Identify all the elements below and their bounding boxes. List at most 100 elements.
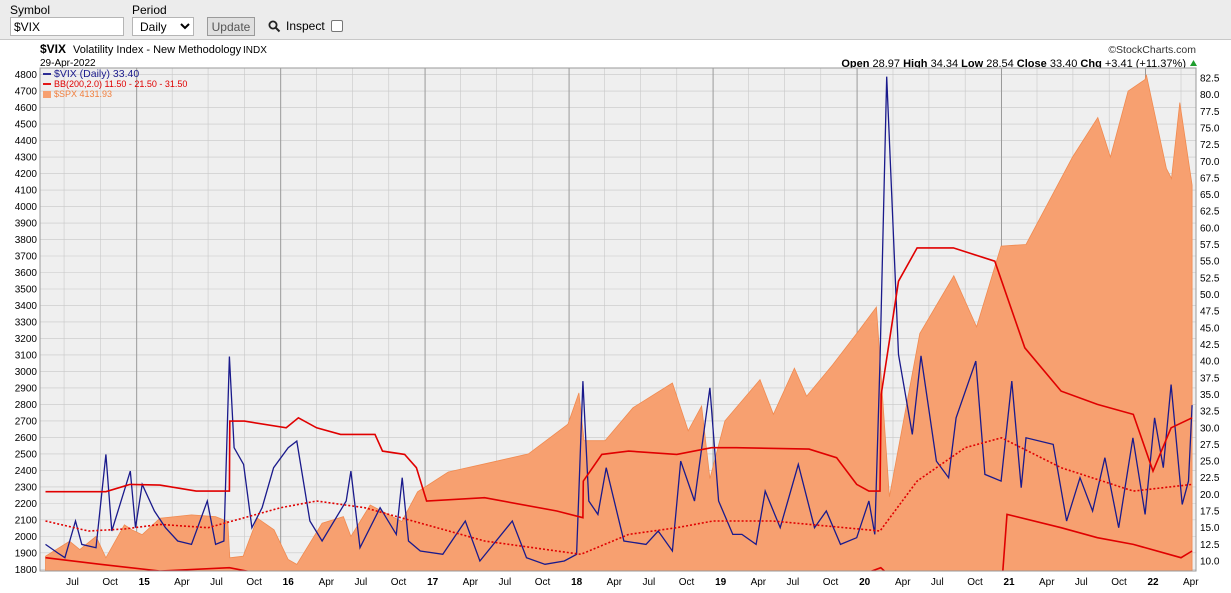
ohlc-label: Open xyxy=(841,58,872,70)
y-left-tick-label: 3000 xyxy=(15,367,38,378)
x-tick-label: Apr xyxy=(607,577,623,588)
x-tick-label: 15 xyxy=(139,577,151,588)
x-tick-label: Apr xyxy=(751,577,767,588)
x-tick-label: Apr xyxy=(1183,577,1199,588)
y-right-tick-label: 10.0 xyxy=(1200,557,1220,568)
symbol-input[interactable] xyxy=(10,17,124,36)
chart: $VIX Volatility Index - New Methodology … xyxy=(0,40,1231,593)
series-layer xyxy=(45,74,1193,571)
y-left-tick-label: 2900 xyxy=(15,383,38,394)
plot-border xyxy=(39,67,1197,572)
x-tick-label: 20 xyxy=(859,577,871,588)
y-left-tick-label: 3700 xyxy=(15,252,38,263)
y-left-tick-label: 2100 xyxy=(15,515,38,526)
header-date: 29-Apr-2022 xyxy=(40,58,96,69)
y-right-tick-label: 32.5 xyxy=(1200,407,1220,418)
y-left-tick-label: 3500 xyxy=(15,284,38,295)
y-left-tick-label: 3600 xyxy=(15,268,38,279)
series-bb-middle xyxy=(45,436,1193,556)
header-exchange: INDX xyxy=(243,45,267,56)
legend-entry: BB(200,2.0) 11.50 - 21.50 - 31.50 xyxy=(54,79,187,89)
x-tick-label: Oct xyxy=(679,577,695,588)
x-tick-label: Apr xyxy=(1039,577,1055,588)
x-tick-label: Oct xyxy=(246,577,262,588)
y-axis-left: 1800 1900 2000 2100 2200 2300 2400 2500 2600 2700… xyxy=(15,70,38,576)
chart-header: $VIX Volatility Index - New Methodology … xyxy=(40,42,1197,70)
x-tick-label: Jul xyxy=(786,577,799,588)
inspect-control[interactable]: Inspect xyxy=(268,19,343,33)
x-tick-label: 16 xyxy=(283,577,295,588)
y-right-tick-label: 20.0 xyxy=(1200,490,1220,501)
x-tick-label: Oct xyxy=(967,577,983,588)
y-right-tick-label: 55.0 xyxy=(1200,257,1220,268)
x-tick-label: Jul xyxy=(1075,577,1088,588)
x-tick-label: Apr xyxy=(463,577,479,588)
y-right-tick-label: 35.0 xyxy=(1200,390,1220,401)
y-left-tick-label: 4100 xyxy=(15,186,38,197)
x-tick-label: Jul xyxy=(931,577,944,588)
legend-entry: $SPX 4131.93 xyxy=(54,89,112,99)
y-right-tick-label: 50.0 xyxy=(1200,290,1220,301)
y-right-tick-label: 57.5 xyxy=(1200,240,1220,251)
inspect-label: Inspect xyxy=(286,19,325,33)
ohlc-label: Chg xyxy=(1077,58,1105,70)
y-left-tick-label: 4200 xyxy=(15,169,38,180)
x-tick-label: Jul xyxy=(66,577,79,588)
y-right-tick-label: 52.5 xyxy=(1200,273,1220,284)
y-left-tick-label: 3800 xyxy=(15,235,38,246)
symbol-label: Symbol xyxy=(10,3,51,17)
y-left-tick-label: 2600 xyxy=(15,433,38,444)
ohlc-value: +3.41 (+11.37%) xyxy=(1105,58,1186,70)
y-left-tick-label: 4600 xyxy=(15,103,38,114)
y-right-tick-label: 80.0 xyxy=(1200,90,1220,101)
ohlc-value: 28.54 xyxy=(986,58,1014,70)
y-left-tick-label: 2700 xyxy=(15,416,38,427)
y-left-tick-label: 2500 xyxy=(15,449,38,460)
y-right-tick-label: 77.5 xyxy=(1200,107,1220,118)
y-right-tick-label: 60.0 xyxy=(1200,223,1220,234)
update-button[interactable]: Update xyxy=(207,17,255,36)
x-tick-label: 19 xyxy=(715,577,727,588)
x-tick-label: Oct xyxy=(823,577,839,588)
y-left-tick-label: 4400 xyxy=(15,136,38,147)
y-right-tick-label: 65.0 xyxy=(1200,190,1220,201)
header-symbol: $VIX xyxy=(40,42,66,56)
x-tick-label: Jul xyxy=(642,577,655,588)
y-right-tick-label: 12.5 xyxy=(1200,540,1220,551)
x-tick-label: Apr xyxy=(174,577,190,588)
series--vix-daily xyxy=(45,76,1193,565)
y-left-tick-label: 3900 xyxy=(15,219,38,230)
y-right-tick-label: 22.5 xyxy=(1200,473,1220,484)
y-right-tick-label: 82.5 xyxy=(1200,73,1220,84)
toolbar: Symbol Period Daily Update Inspect xyxy=(0,0,1231,40)
y-right-tick-label: 15.0 xyxy=(1200,523,1220,534)
x-tick-label: 21 xyxy=(1003,577,1015,588)
stockcharts-logo: ©StockCharts.com xyxy=(1108,44,1196,56)
ohlc-readout: Open 28.97 High 34.34 Low 28.54 Close 33… xyxy=(841,58,1186,70)
ohlc-label: High xyxy=(900,58,931,70)
y-left-tick-label: 2400 xyxy=(15,466,38,477)
x-tick-label: Jul xyxy=(210,577,223,588)
period-select[interactable]: Daily xyxy=(132,17,194,36)
y-right-tick-label: 72.5 xyxy=(1200,140,1220,151)
y-left-tick-label: 3400 xyxy=(15,301,38,312)
y-right-tick-label: 47.5 xyxy=(1200,307,1220,318)
y-right-tick-label: 45.0 xyxy=(1200,323,1220,334)
plot-area: 1800 1900 2000 2100 2200 2300 2400 2500 2600 2700… xyxy=(15,67,1220,588)
y-left-tick-label: 3100 xyxy=(15,350,38,361)
y-right-tick-label: 70.0 xyxy=(1200,157,1220,168)
ohlc-label: Low xyxy=(958,58,986,70)
header-name: Volatility Index - New Methodology xyxy=(73,44,242,56)
y-left-tick-label: 2300 xyxy=(15,482,38,493)
magnifier-icon xyxy=(268,20,281,32)
y-right-tick-label: 40.0 xyxy=(1200,357,1220,368)
y-left-tick-label: 4000 xyxy=(15,202,38,213)
y-right-tick-label: 17.5 xyxy=(1200,507,1220,518)
y-right-tick-label: 67.5 xyxy=(1200,173,1220,184)
y-right-tick-label: 42.5 xyxy=(1200,340,1220,351)
inspect-checkbox[interactable] xyxy=(330,20,343,32)
y-axis-right: 10.0 12.5 15.0 17.5 20.0 22.5 25.0 27.5 30.0 32.5… xyxy=(1200,73,1220,567)
series-bb-lower xyxy=(45,513,1193,571)
period-label: Period xyxy=(132,3,167,17)
